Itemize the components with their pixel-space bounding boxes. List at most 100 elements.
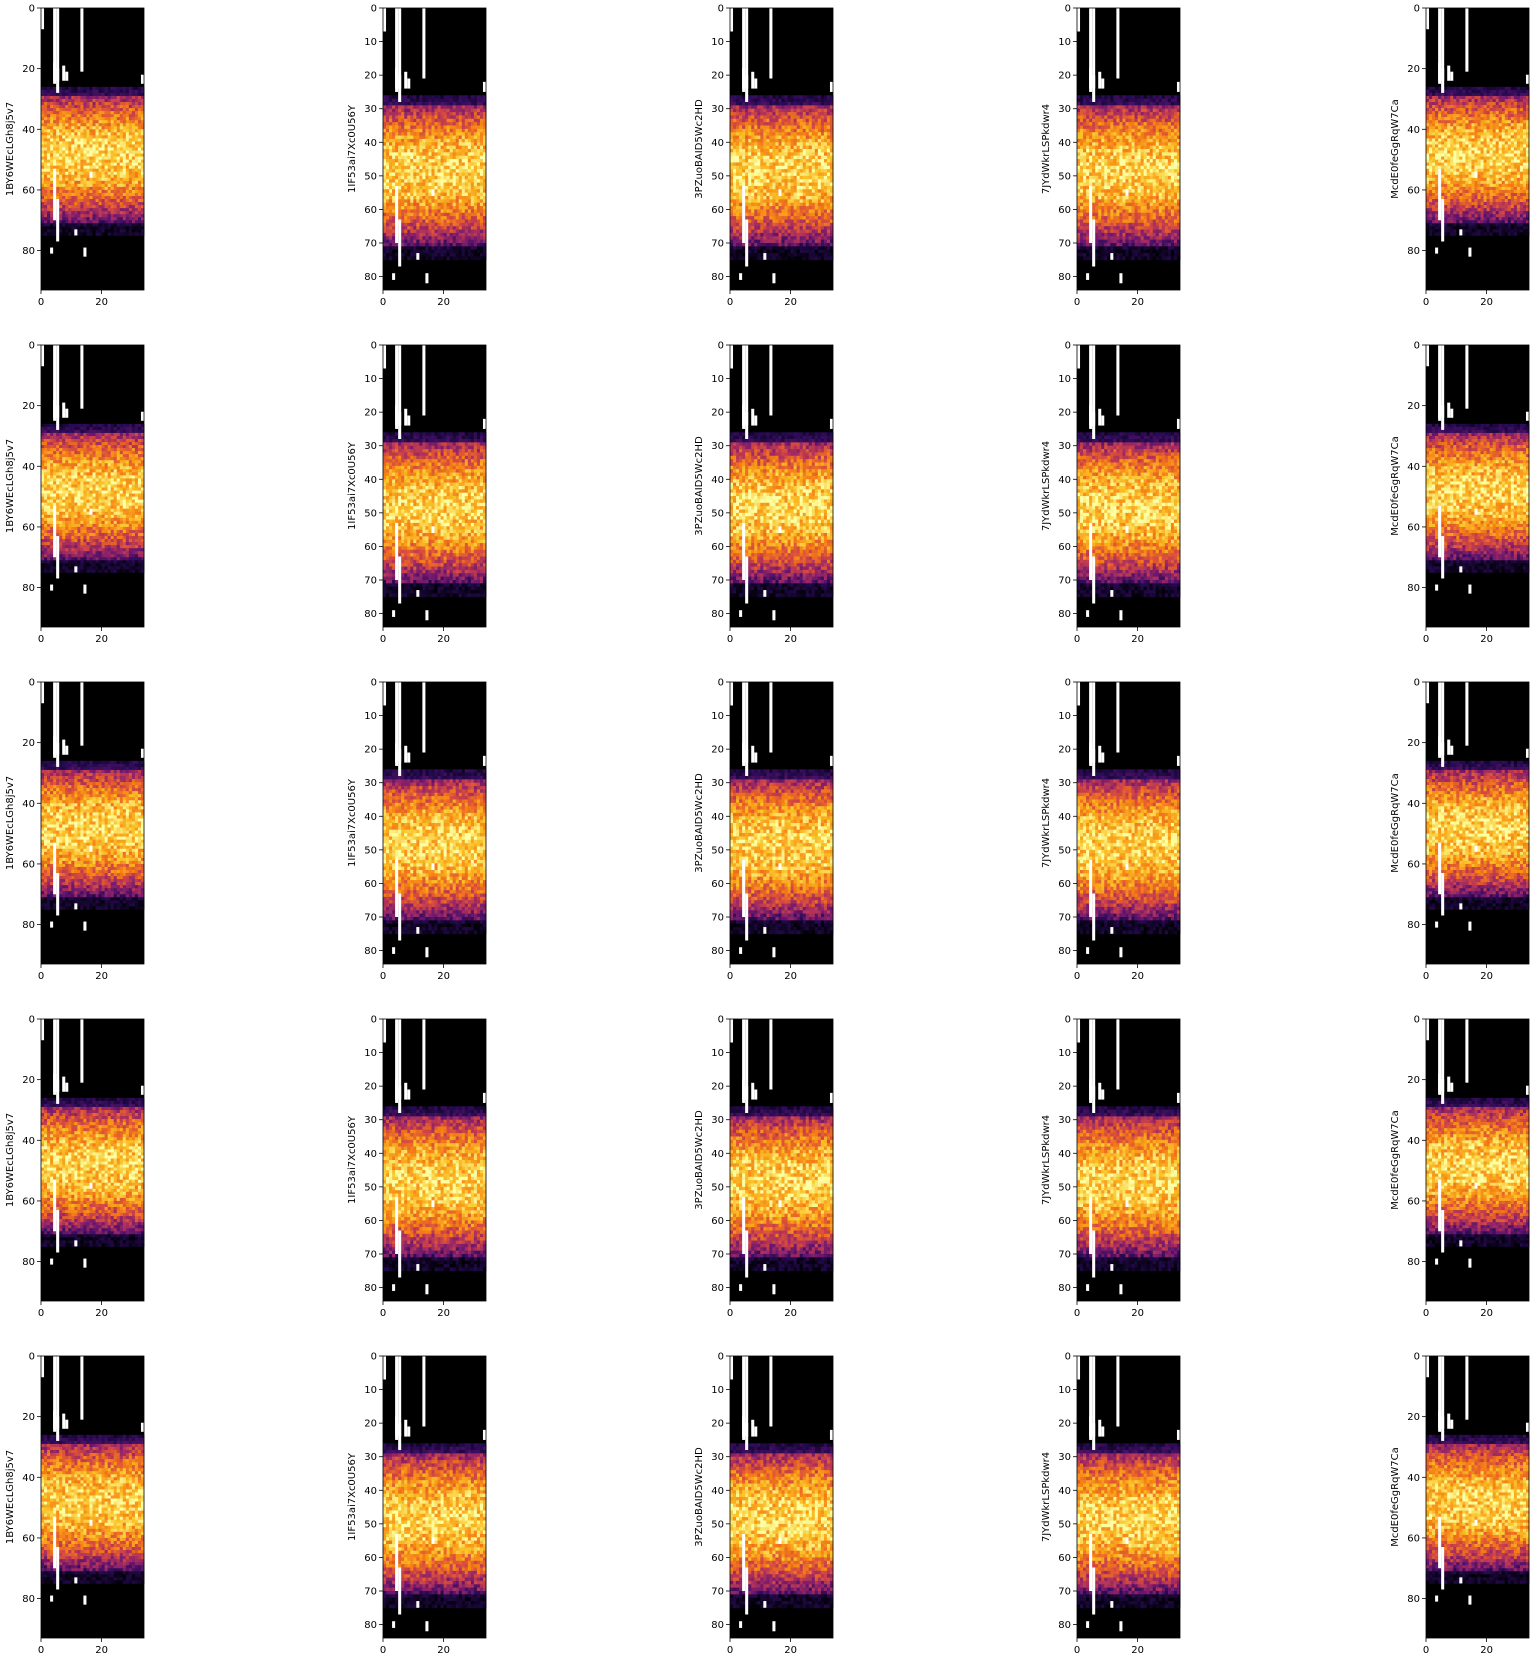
heatmap-cell bbox=[122, 885, 127, 889]
heatmap-cell bbox=[92, 511, 96, 516]
heatmap-cell bbox=[137, 526, 142, 531]
heatmap-cell bbox=[62, 548, 66, 552]
heatmap-cell bbox=[92, 487, 96, 491]
heatmap-cell bbox=[74, 848, 78, 853]
heatmap-cell bbox=[128, 129, 133, 133]
heatmap-cell bbox=[128, 824, 133, 828]
heatmap-cell bbox=[101, 466, 106, 470]
heatmap-cell bbox=[83, 92, 87, 97]
heatmap-cell bbox=[86, 508, 90, 513]
heatmap-cell bbox=[110, 426, 115, 431]
heatmap-cell bbox=[98, 153, 102, 157]
heatmap-cell bbox=[68, 514, 72, 519]
heatmap-cell bbox=[110, 132, 115, 136]
heatmap-cell bbox=[44, 478, 48, 482]
heatmap-cell bbox=[95, 900, 99, 904]
heatmap-cell bbox=[101, 836, 106, 841]
heatmap-cell bbox=[59, 429, 63, 434]
heatmap-cell bbox=[131, 548, 136, 552]
heatmap-cell bbox=[77, 481, 81, 485]
heatmap-cell bbox=[50, 147, 54, 151]
heatmap-cell bbox=[62, 520, 66, 525]
heatmap-cell bbox=[92, 126, 96, 130]
heatmap-cell bbox=[137, 92, 142, 97]
heatmap-cell bbox=[59, 493, 63, 498]
heatmap-cell bbox=[113, 536, 118, 540]
heatmap-cell bbox=[125, 520, 130, 525]
heatmap-cell bbox=[119, 788, 124, 792]
heatmap-cell bbox=[119, 129, 124, 133]
heatmap-cell bbox=[116, 803, 121, 807]
heatmap-cell bbox=[104, 196, 109, 200]
heatmap-cell bbox=[125, 469, 130, 473]
heatmap-cell bbox=[50, 211, 54, 215]
heatmap-cell bbox=[125, 114, 130, 118]
heatmap-cell bbox=[71, 129, 75, 133]
heatmap-cell bbox=[140, 98, 145, 103]
heatmap-cell bbox=[53, 460, 57, 464]
heatmap-cell bbox=[98, 196, 102, 200]
heatmap-cell bbox=[62, 223, 66, 227]
heatmap-cell bbox=[137, 232, 142, 236]
heatmap-cell bbox=[86, 818, 90, 822]
heatmap-cell bbox=[140, 129, 145, 133]
heatmap-cell bbox=[107, 554, 112, 558]
heatmap-cell bbox=[131, 189, 136, 194]
heatmap-cell bbox=[59, 854, 63, 859]
heatmap-cell bbox=[65, 848, 69, 853]
heatmap-cell bbox=[92, 475, 96, 479]
heatmap-cell bbox=[71, 542, 75, 546]
heatmap-cell bbox=[86, 517, 90, 522]
heatmap-cell bbox=[95, 542, 99, 546]
heatmap-cell bbox=[98, 168, 102, 173]
heatmap-cell bbox=[56, 827, 60, 831]
heatmap-cell bbox=[140, 493, 145, 498]
heatmap-cell bbox=[47, 769, 51, 774]
heatmap-cell bbox=[128, 183, 133, 188]
heatmap-cell bbox=[92, 533, 96, 537]
heatmap-cell bbox=[89, 205, 93, 209]
heatmap-cell bbox=[113, 505, 118, 510]
heatmap-cell bbox=[59, 900, 63, 904]
heatmap-cell bbox=[140, 857, 145, 862]
heatmap-cell bbox=[98, 226, 102, 230]
heatmap-cell bbox=[53, 439, 57, 443]
heatmap-cell bbox=[122, 95, 127, 100]
heatmap-cell bbox=[116, 833, 121, 838]
heatmap-cell bbox=[125, 548, 130, 552]
heatmap-cell bbox=[134, 469, 139, 473]
heatmap-cell bbox=[110, 499, 115, 504]
heatmap-cell bbox=[86, 141, 90, 145]
heatmap-cell bbox=[62, 463, 66, 467]
heatmap-cell bbox=[122, 98, 127, 103]
heatmap-cell bbox=[140, 891, 145, 895]
heatmap-cell bbox=[107, 493, 112, 498]
heatmap-cell bbox=[77, 132, 81, 136]
heatmap-cell bbox=[74, 812, 78, 816]
heatmap-cell bbox=[134, 560, 139, 564]
heatmap-cell bbox=[95, 490, 99, 494]
heatmap-cell bbox=[86, 800, 90, 804]
heatmap-cell bbox=[104, 809, 109, 813]
heatmap-cell bbox=[71, 92, 75, 97]
heatmap-cell bbox=[44, 196, 48, 200]
heatmap-cell bbox=[89, 220, 93, 224]
heatmap-cell bbox=[101, 566, 106, 570]
heatmap-cell bbox=[56, 870, 60, 874]
heatmap-cell bbox=[53, 785, 57, 789]
heatmap-cell bbox=[83, 89, 87, 94]
heatmap-cell bbox=[89, 211, 93, 215]
heatmap-cell bbox=[50, 129, 54, 133]
heatmap-cell bbox=[74, 769, 78, 774]
heatmap-cell bbox=[44, 493, 48, 498]
heatmap-cells bbox=[41, 86, 145, 236]
heatmap-cell bbox=[65, 833, 69, 838]
heatmap-cell bbox=[89, 472, 93, 476]
heatmap-cell bbox=[77, 496, 81, 501]
heatmap-cell bbox=[134, 554, 139, 558]
heatmap-cell bbox=[140, 114, 145, 118]
heatmap-cell bbox=[62, 147, 66, 151]
heatmap-cell bbox=[119, 557, 124, 561]
heatmap-cell bbox=[104, 526, 109, 531]
